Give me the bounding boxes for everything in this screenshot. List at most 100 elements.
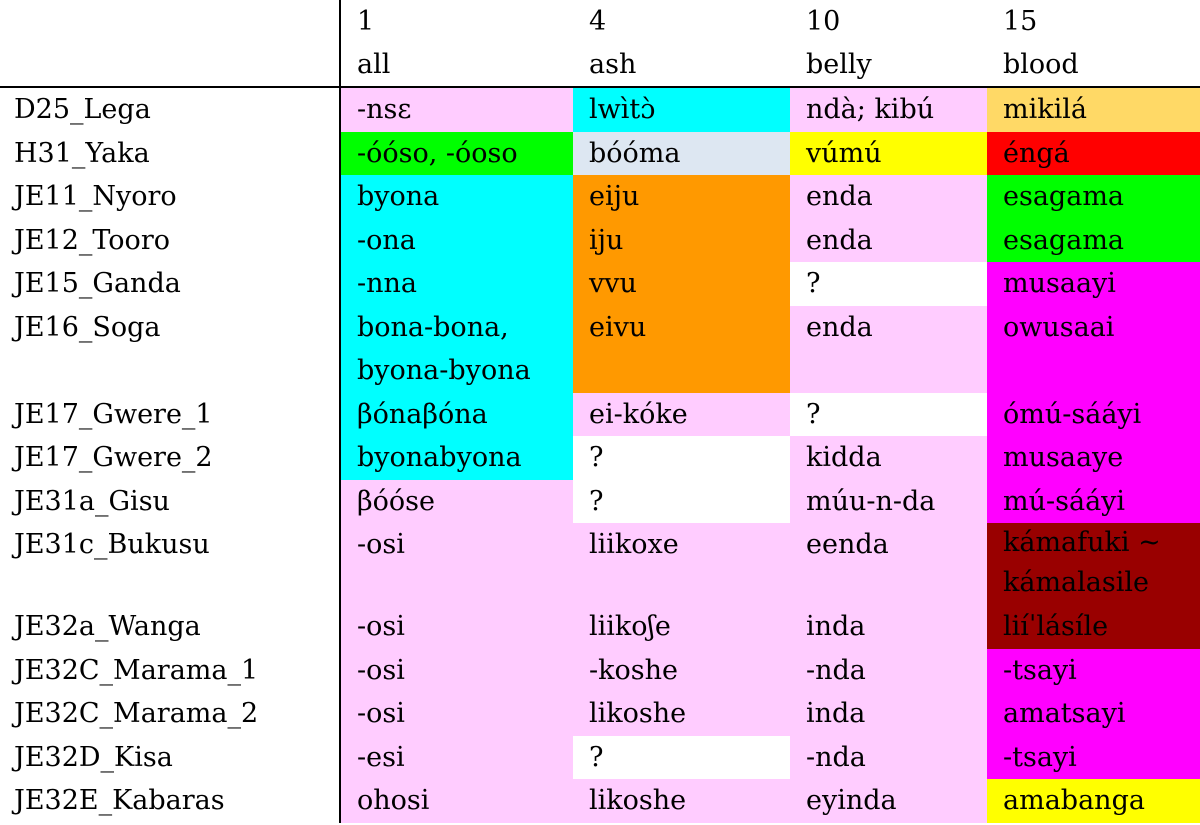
header-word: belly [806, 49, 872, 80]
language-cell: JE32E_Kabaras [0, 779, 341, 823]
cell-all: βónaβóna [340, 392, 573, 436]
table-row: JE12_Tooro -ona iju enda esagama [0, 218, 1200, 262]
cell-blood: owusaai [987, 305, 1200, 393]
cell-all: byona [340, 175, 573, 219]
table-row: JE32D_Kisa -esi ? -nda -tsayi [0, 735, 1200, 779]
cell-ash: ? [573, 436, 790, 480]
header-word: all [357, 49, 391, 80]
cell-belly: enda [790, 218, 987, 262]
table-row: JE16_Soga bona-bona, byona-byona eivu en… [0, 305, 1200, 393]
cell-ash: liikoʃe [573, 605, 790, 649]
cell-belly: kidda [790, 436, 987, 480]
cell-blood: kámafuki ~ kámalasile [987, 523, 1200, 605]
header-word: ash [589, 49, 637, 80]
cell-ash: ? [573, 735, 790, 779]
cell-blood: mikilá [987, 87, 1200, 132]
cell-ash: ei-kóke [573, 392, 790, 436]
cell-blood: -tsayi [987, 648, 1200, 692]
cell-belly: -nda [790, 735, 987, 779]
cell-ash: bóóma [573, 131, 790, 175]
cell-ash: likoshe [573, 779, 790, 823]
cell-belly: múu-n-da [790, 479, 987, 523]
header-col-belly: 10 belly [790, 0, 987, 88]
cell-blood: esagama [987, 218, 1200, 262]
cell-belly: inda [790, 692, 987, 736]
language-cell: JE32a_Wanga [0, 605, 341, 649]
language-cell: JE17_Gwere_2 [0, 436, 341, 480]
table-row: JE11_Nyoro byona eiju enda esagama [0, 175, 1200, 219]
language-cell: JE32C_Marama_1 [0, 648, 341, 692]
cell-belly: ? [790, 262, 987, 306]
cell-all: -osi [340, 523, 573, 605]
header-col-ash: 4 ash [573, 0, 790, 88]
cell-all: -esi [340, 735, 573, 779]
cell-blood: liíˈlásíle [987, 605, 1200, 649]
cell-ash: likoshe [573, 692, 790, 736]
cell-blood: musaayi [987, 262, 1200, 306]
language-cell: JE31c_Bukusu [0, 523, 341, 605]
cell-ash: ? [573, 479, 790, 523]
table-row: JE32C_Marama_2 -osi likoshe inda amatsay… [0, 692, 1200, 736]
cell-all: ohosi [340, 779, 573, 823]
table-row: JE32a_Wanga -osi liikoʃe inda liíˈlásíle [0, 605, 1200, 649]
language-cell: JE31a_Gisu [0, 479, 341, 523]
cell-blood-line-2: kámalasile [1003, 567, 1149, 598]
cell-belly: ? [790, 392, 987, 436]
cell-ash: liikoxe [573, 523, 790, 605]
table-row: JE31a_Gisu βóóse ? múu-n-da mú-sááyi [0, 479, 1200, 523]
cell-all-line-2: byona-byona [357, 355, 531, 386]
cell-ash: lwìtɔ̀ [573, 87, 790, 132]
cell-all: -osi [340, 692, 573, 736]
cell-belly: enda [790, 175, 987, 219]
table-row: JE32E_Kabaras ohosi likoshe eyinda amaba… [0, 779, 1200, 823]
cell-blood: ómú-sááyi [987, 392, 1200, 436]
cell-all: bona-bona, byona-byona [340, 305, 573, 393]
table-row: D25_Lega -nsɛ lwìtɔ̀ ndà; kibú mikilá [0, 87, 1200, 132]
cell-all: -nna [340, 262, 573, 306]
cell-blood: -tsayi [987, 735, 1200, 779]
cell-all: byonabyona [340, 436, 573, 480]
cell-blood: musaaye [987, 436, 1200, 480]
cell-all: -nsɛ [340, 87, 573, 132]
header-number: 15 [1003, 6, 1038, 37]
cell-all-line-1: bona-bona, [357, 311, 509, 343]
cell-belly: vúmú [790, 131, 987, 175]
table-row: JE17_Gwere_2 byonabyona ? kidda musaaye [0, 436, 1200, 480]
language-cell: H31_Yaka [0, 131, 341, 175]
language-cell: D25_Lega [0, 87, 341, 132]
language-cell: JE16_Soga [0, 305, 341, 393]
cell-ash: iju [573, 218, 790, 262]
cell-ash: eivu [573, 305, 790, 393]
cell-all: -óóso, -óoso [340, 131, 573, 175]
cell-belly: eenda [790, 523, 987, 605]
table-row: JE15_Ganda -nna vvu ? musaayi [0, 262, 1200, 306]
table-body: D25_Lega -nsɛ lwìtɔ̀ ndà; kibú mikilá H3… [0, 87, 1200, 823]
header-word: blood [1003, 49, 1079, 80]
language-cell: JE32C_Marama_2 [0, 692, 341, 736]
header-number: 1 [357, 6, 375, 37]
cell-all: -ona [340, 218, 573, 262]
cell-ash: eiju [573, 175, 790, 219]
language-cell: JE32D_Kisa [0, 735, 341, 779]
cell-blood: amatsayi [987, 692, 1200, 736]
cell-belly: ndà; kibú [790, 87, 987, 132]
language-cell: JE17_Gwere_1 [0, 392, 341, 436]
cell-blood: esagama [987, 175, 1200, 219]
cell-ash: vvu [573, 262, 790, 306]
cell-belly: enda [790, 305, 987, 393]
header-col-all: 1 all [340, 0, 573, 88]
cell-all: -osi [340, 648, 573, 692]
table-row: JE32C_Marama_1 -osi -koshe -nda -tsayi [0, 648, 1200, 692]
header-number: 10 [806, 6, 841, 37]
cell-all: βóóse [340, 479, 573, 523]
cell-belly: inda [790, 605, 987, 649]
language-cell: JE15_Ganda [0, 262, 341, 306]
cell-blood: amabanga [987, 779, 1200, 823]
language-cell: JE11_Nyoro [0, 175, 341, 219]
table-row: JE17_Gwere_1 βónaβóna ei-kóke ? ómú-sááy… [0, 392, 1200, 436]
header-number: 4 [589, 6, 607, 37]
cell-blood-line-1: kámafuki ~ [1003, 527, 1161, 558]
cell-blood: éngá [987, 131, 1200, 175]
